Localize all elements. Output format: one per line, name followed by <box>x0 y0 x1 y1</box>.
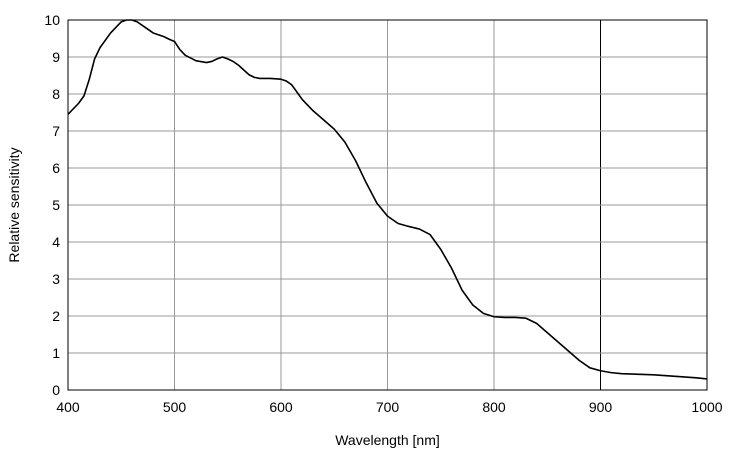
y-tick-label: 4 <box>52 234 60 250</box>
y-tick-label: 9 <box>52 49 60 65</box>
y-tick-label: 8 <box>52 86 60 102</box>
y-tick-label: 6 <box>52 160 60 176</box>
x-tick-label: 800 <box>482 399 506 415</box>
grid-lines <box>68 20 707 390</box>
y-tick-label: 0 <box>52 382 60 398</box>
x-tick-label: 700 <box>376 399 400 415</box>
x-tick-label: 1000 <box>691 399 722 415</box>
y-tick-label: 2 <box>52 308 60 324</box>
y-axis-label: Relative sensitivity <box>6 147 22 262</box>
plot-frame <box>67 19 708 391</box>
y-tick-label: 7 <box>52 123 60 139</box>
x-tick-label: 500 <box>163 399 187 415</box>
y-tick-label: 1 <box>52 345 60 361</box>
x-tick-label: 600 <box>269 399 293 415</box>
y-tick-label: 3 <box>52 271 60 287</box>
tick-labels: 400 500 600 700 800 900 1000 0 1 2 3 4 5 6 7 8 9 10 <box>44 12 722 415</box>
x-tick-label: 900 <box>589 399 613 415</box>
y-tick-label: 5 <box>52 197 60 213</box>
y-tick-label: 10 <box>44 12 60 28</box>
x-axis-label: Wavelength [nm] <box>335 432 440 448</box>
sensitivity-curve <box>67 19 708 380</box>
x-tick-label: 400 <box>56 399 80 415</box>
